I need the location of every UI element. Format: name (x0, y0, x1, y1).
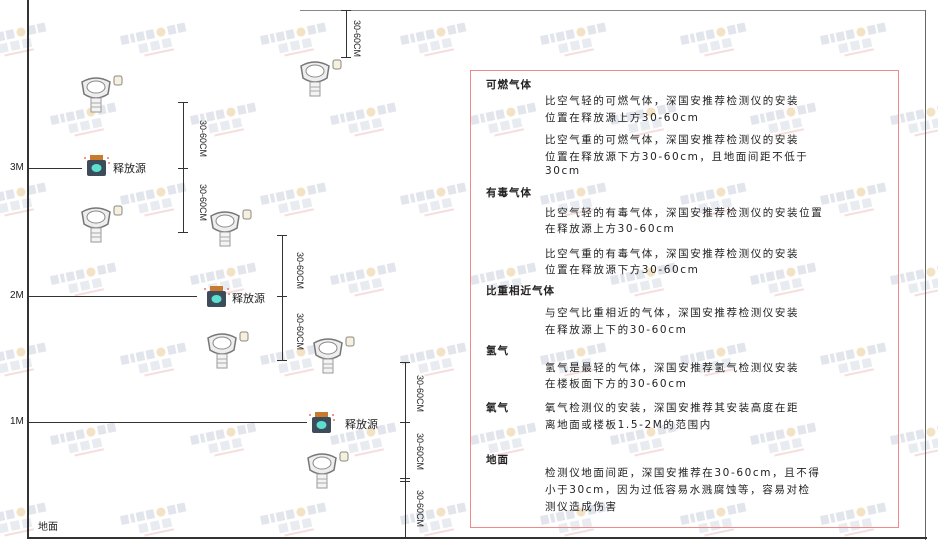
dimension-line (282, 235, 283, 361)
watermark-logo (257, 497, 342, 541)
gas-detector-icon (310, 333, 356, 379)
dimension-label: 30-60CM (198, 120, 208, 158)
ground-label: 地面 (38, 522, 58, 533)
dimension-tick (400, 362, 410, 363)
gas-detector-icon (304, 448, 350, 494)
dimension-tick (277, 296, 287, 297)
note-line: 位置在释放源下方30-60cm，且地面间距不低于 (545, 151, 809, 163)
dimension-tick (341, 57, 351, 58)
note-line: 在释放源上方30-60cm (545, 223, 676, 235)
note-line: 比空气重的可燃气体，深国安推荐检测仪的安装 (545, 134, 800, 146)
dimension-tick (341, 10, 351, 11)
watermark-logo (117, 337, 202, 387)
watermark-logo (817, 17, 902, 67)
gas-detector-icon (78, 202, 124, 248)
note-line: 位置在释放源下方30-60cm (545, 264, 700, 276)
dimension-tick (400, 478, 410, 479)
right-wall-line (925, 10, 926, 540)
watermark-logo (397, 17, 482, 67)
dimension-tick (178, 232, 188, 233)
dimension-tick (178, 102, 188, 103)
dimension-tick (277, 360, 287, 361)
level-3m-label: 3M (10, 162, 24, 173)
similar-density-title: 比重相近气体 (486, 285, 555, 297)
gas-detector-icon (207, 206, 253, 252)
watermark-logo (47, 417, 132, 467)
gas-detector-icon (78, 72, 124, 118)
dimension-label: 30-60CM (415, 433, 425, 471)
watermark-logo (117, 497, 202, 541)
note-line: 在释放源上下的30-60cm (545, 324, 688, 336)
note-line: 检测仪地面间距，深国安推荐在30-60cm，且不得 (545, 467, 821, 479)
dimension-line (405, 362, 406, 538)
watermark-logo (117, 177, 202, 227)
note-line: 与空气比重相近的气体，深国安推荐检测仪安装 (545, 307, 800, 319)
note-line: 氧气检测仪的安装，深国安推荐其安装高度在距 (545, 402, 800, 414)
gas-detector-icon (204, 328, 250, 374)
dimension-tick (277, 235, 287, 236)
watermark-logo (0, 17, 63, 67)
height-axis (27, 0, 29, 538)
note-line: 氢气是最轻的气体，深国安推荐氢气检测仪安装 (545, 362, 800, 374)
watermark-logo (0, 337, 63, 387)
dimension-label: 30-60CM (415, 375, 425, 413)
dimension-tick (178, 168, 188, 169)
watermark-logo (187, 417, 272, 467)
level-1m-label: 1M (10, 416, 24, 427)
note-line: 在楼板面下方的30-60cm (545, 378, 688, 390)
note-line: 测仪造成伤害 (545, 501, 618, 513)
gas-release-source-icon (308, 409, 336, 439)
dimension-label: 30-60CM (295, 252, 305, 290)
dimension-label: 30-60CM (352, 20, 362, 58)
note-line: 离地面或楼板1.5-2M的范围内 (545, 419, 712, 431)
dimension-line (183, 102, 184, 233)
hydrogen-title: 氢气 (486, 345, 509, 357)
note-line: 小于30cm，因为过低容易水溅腐蚀等，容易对检 (545, 484, 811, 496)
dimension-label: 30-60CM (295, 313, 305, 351)
source-label-3m: 释放源 (113, 162, 146, 175)
oxygen-title: 氧气 (486, 402, 509, 414)
gas-release-source-icon (203, 283, 231, 313)
ceiling-line (300, 10, 926, 11)
watermark-logo (117, 17, 202, 67)
toxic-title: 有毒气体 (486, 187, 532, 199)
level-2m-label: 2M (10, 290, 24, 301)
note-line: 位置在释放源上方30-60cm (545, 112, 700, 124)
combustible-title: 可燃气体 (486, 79, 532, 91)
dimension-line (346, 10, 347, 58)
installation-notes-box (470, 70, 899, 528)
note-line: 比空气轻的可燃气体，深国安推荐检测仪的安装 (545, 95, 800, 107)
note-line: 30cm (545, 165, 581, 177)
watermark-logo (327, 257, 412, 307)
gas-detector-icon (297, 56, 343, 102)
dimension-label: 30-60CM (415, 490, 425, 528)
watermark-logo (537, 17, 622, 67)
gas-release-source-icon (83, 152, 111, 182)
ground-line (27, 537, 927, 539)
level-3m-line (27, 168, 82, 169)
note-line: 比空气重的有毒气体，深国安推荐检测仪的安装 (545, 248, 800, 260)
dimension-label: 30-60CM (198, 184, 208, 222)
watermark-logo (677, 17, 762, 67)
source-label-2m: 释放源 (232, 292, 265, 305)
note-line: 比空气轻的有毒气体，深国安推荐检测仪的安装位置 (545, 207, 824, 219)
ground-title: 地面 (486, 454, 509, 466)
dimension-tick (400, 422, 410, 423)
level-1m-line (27, 422, 307, 423)
watermark-logo (47, 257, 132, 307)
dimension-tick (400, 481, 410, 482)
watermark-logo (0, 177, 63, 227)
source-label-1m: 释放源 (345, 418, 378, 431)
watermark-logo (327, 97, 412, 147)
level-2m-line (27, 296, 197, 297)
watermark-logo (257, 177, 342, 227)
